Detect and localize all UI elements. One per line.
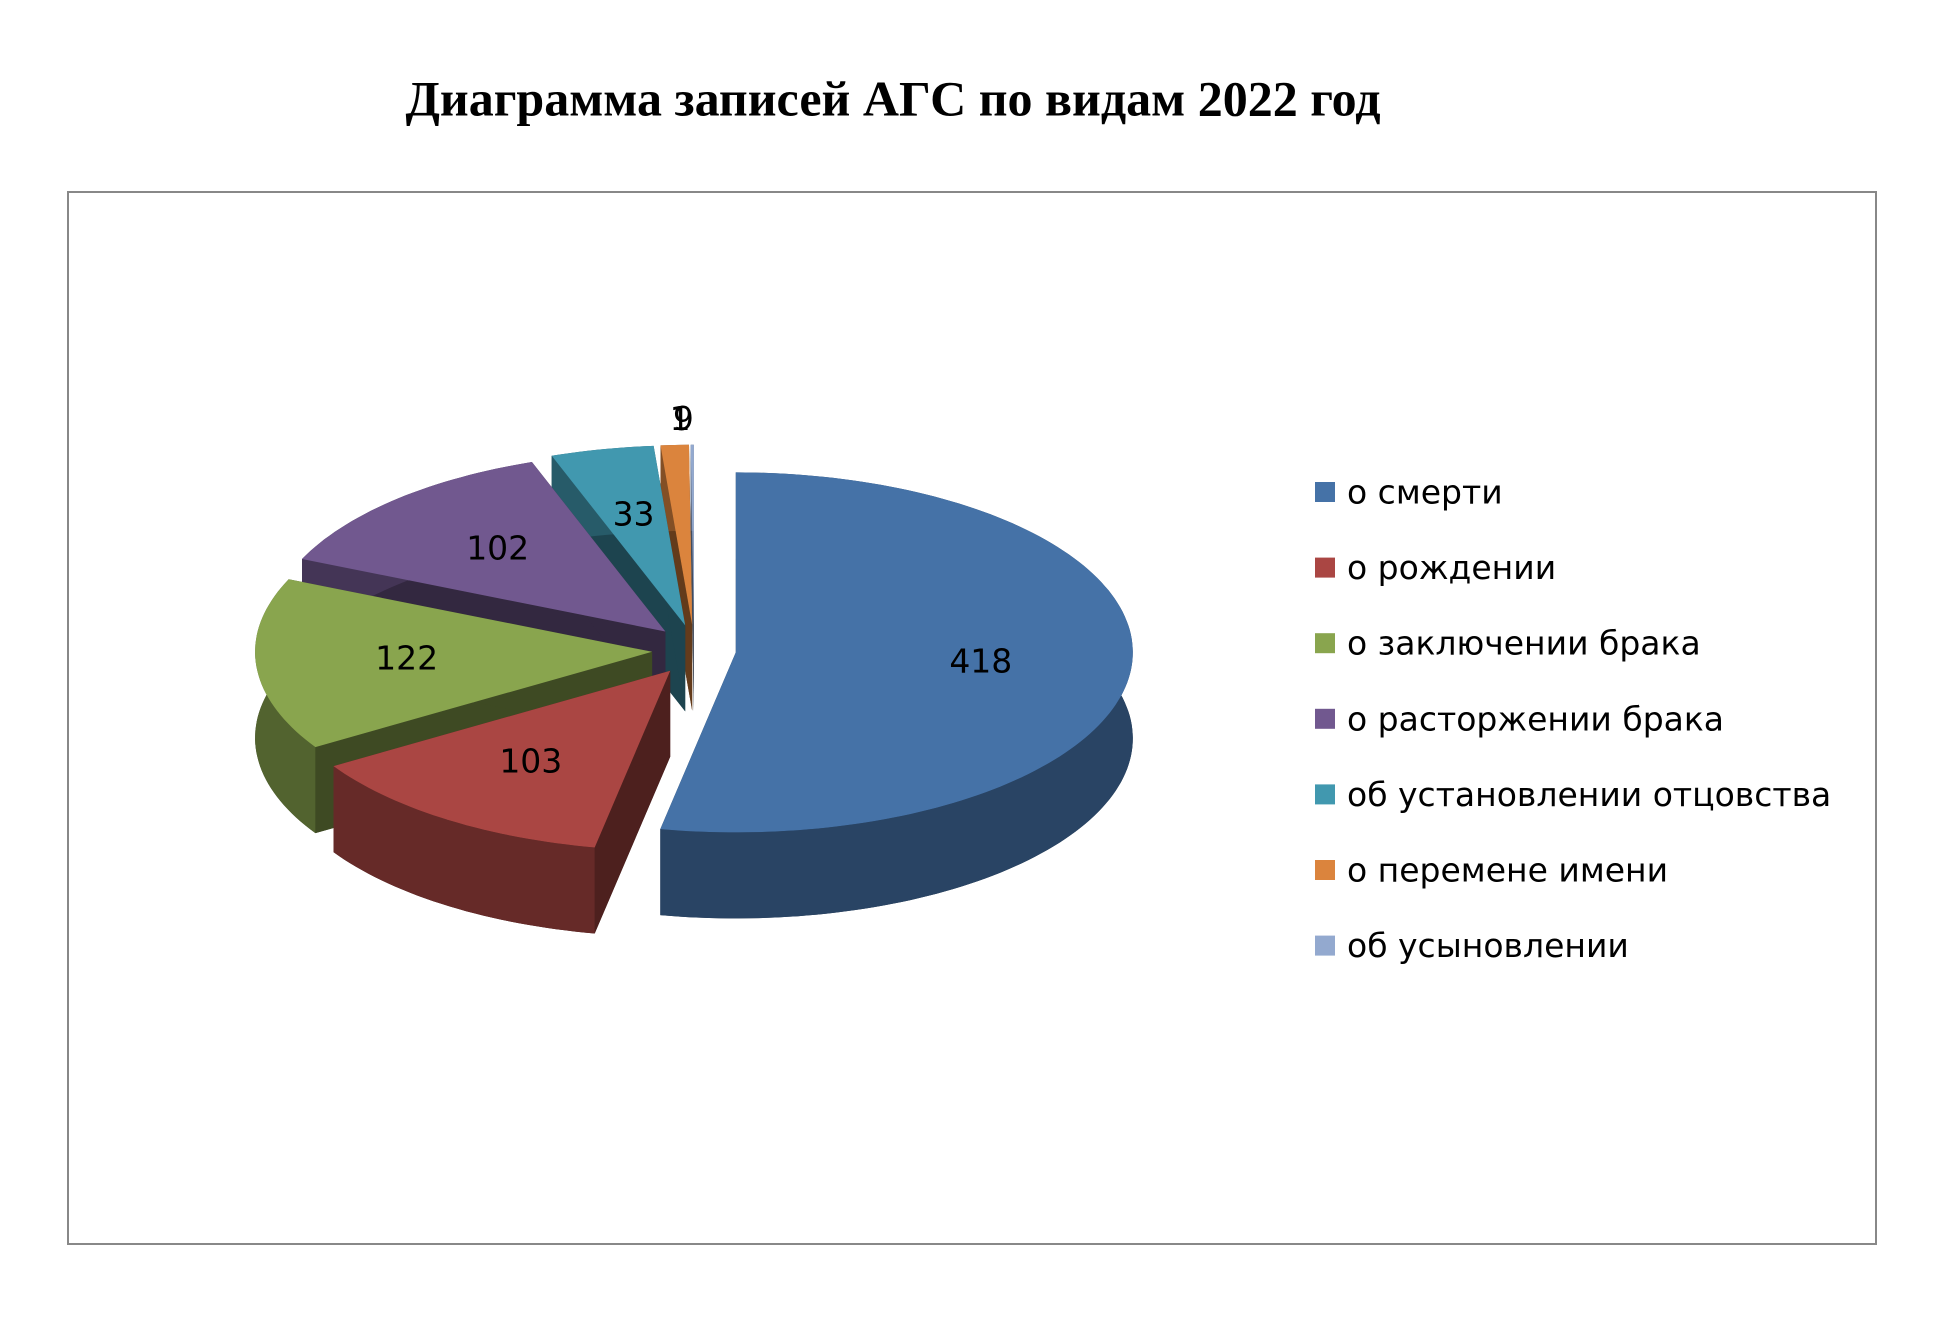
- legend-label: о рождении: [1347, 548, 1556, 587]
- legend-label: о заключении брака: [1347, 624, 1701, 663]
- slice: [660, 472, 1133, 833]
- slice: [333, 670, 671, 848]
- legend-label: об усыновлении: [1347, 926, 1629, 965]
- data-label: 418: [949, 642, 1012, 681]
- slice-outer-wall: [333, 766, 595, 934]
- legend-label: о расторжении брака: [1347, 699, 1724, 738]
- data-label: 103: [499, 741, 562, 780]
- plot-frame: [67, 191, 1877, 1245]
- legend-swatch: [1315, 557, 1335, 578]
- data-label: 9: [673, 399, 694, 438]
- legend-swatch: [1315, 860, 1335, 880]
- legend-swatch: [1315, 482, 1335, 502]
- slice: [660, 444, 693, 625]
- legend-swatch: [1315, 784, 1335, 805]
- data-label: 102: [466, 528, 529, 567]
- data-label: 33: [613, 495, 655, 534]
- chart-title: Диаграмма записей АГС по видам 2022 год: [406, 70, 1381, 126]
- slice: [690, 444, 694, 625]
- legend-label: о перемене имени: [1347, 851, 1668, 890]
- legend-label: об установлении отцовства: [1347, 775, 1831, 814]
- legend-swatch: [1315, 633, 1335, 654]
- slice: [302, 462, 666, 632]
- data-label: 1: [670, 399, 691, 438]
- slice: [551, 445, 686, 626]
- data-label: 122: [375, 638, 438, 677]
- legend-swatch: [1315, 708, 1335, 729]
- slice: [255, 579, 653, 748]
- legend-label: о смерти: [1347, 473, 1503, 512]
- legend-swatch: [1315, 935, 1335, 956]
